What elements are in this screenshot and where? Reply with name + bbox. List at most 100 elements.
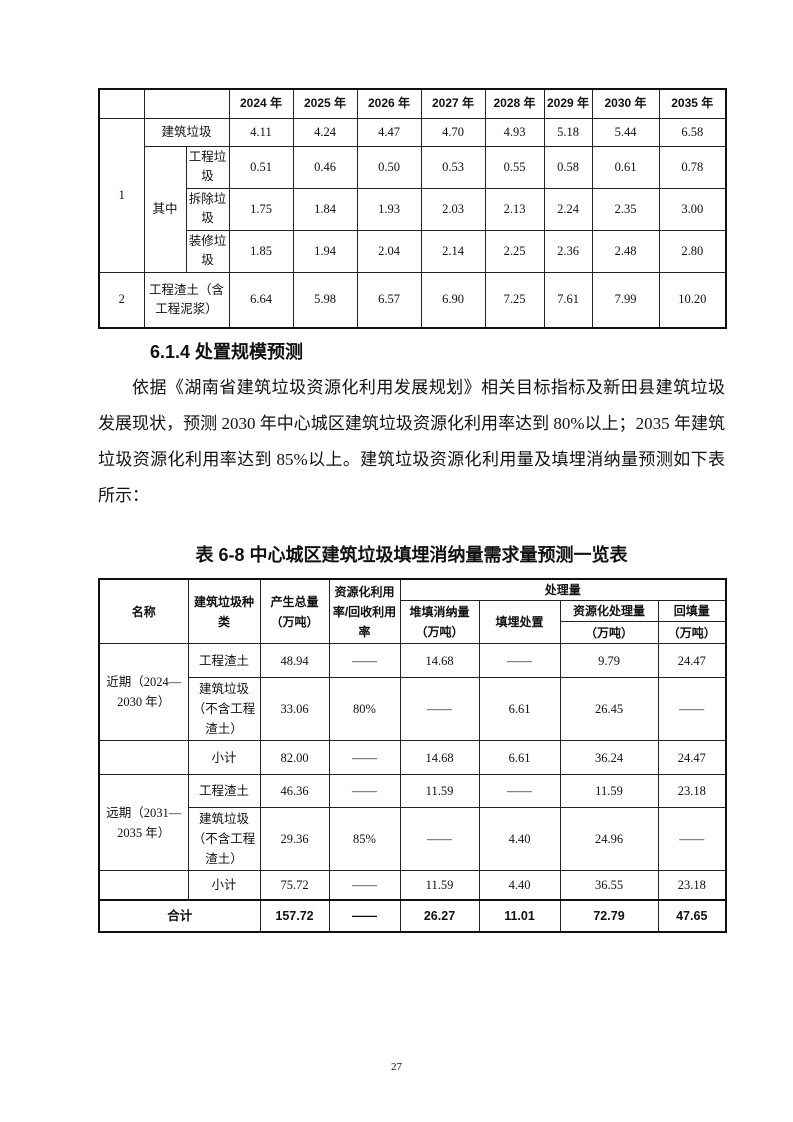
- table-row: 装修垃圾 1.85 1.94 2.04 2.14 2.25 2.36 2.48 2.80: [99, 229, 727, 273]
- table-row: 2 工程渣土（含工程泥浆） 6.64 5.98 6.57 6.90 7.25 7.61 7.…: [98, 271, 727, 329]
- year-header: 2028 年: [484, 88, 545, 119]
- value-cell: ——: [399, 807, 480, 871]
- waste-forecast-table: 2024 年 2025 年 2026 年 2027 年 2028 年 2029 …: [98, 88, 727, 329]
- value-cell: 82.00: [259, 740, 330, 775]
- table-row: 近期（2024—2030 年） 工程渣土 48.94 —— 14.68 —— 9.79 2…: [98, 643, 727, 741]
- value-cell: ——: [328, 870, 401, 900]
- value-cell: 26.45: [559, 677, 659, 741]
- value-cell: ——: [328, 643, 401, 678]
- value-cell: 2.80: [658, 229, 727, 273]
- value-cell: 23.18: [657, 870, 727, 900]
- value-cell: 2.13: [484, 187, 545, 231]
- value-cell: 11.01: [478, 898, 561, 932]
- period-label: 近期（2024—2030 年）: [98, 643, 189, 741]
- value-cell: 24.47: [657, 740, 727, 775]
- value-cell: 14.68: [399, 643, 480, 678]
- value-cell: 9.79: [559, 643, 659, 678]
- table-row: 拆除垃圾 1.75 1.84 1.93 2.03 2.13 2.24 2.35 3.00: [99, 187, 727, 231]
- landfill-demand-table: 名称 建筑垃圾种类 产生总量（万吨） 资源化利用率/回收利用率 处理量 堆填消纳…: [98, 578, 728, 933]
- value-cell: 23.18: [657, 774, 727, 808]
- table-row: 1 建筑垃圾 4.11 4.24 4.47 4.70 4.93 5.18 5.44 6.58: [98, 117, 727, 273]
- table-row: 小计 82.00 —— 14.68 6.61 36.24 24.47: [98, 740, 727, 775]
- value-cell: 75.72: [259, 870, 330, 900]
- value-cell: 4.40: [478, 870, 561, 900]
- value-cell: 1.85: [228, 229, 294, 273]
- value-cell: 1.93: [356, 187, 422, 231]
- value-cell: 0.55: [484, 145, 545, 189]
- header-name: 名称: [98, 578, 189, 644]
- value-cell: 24.47: [657, 643, 727, 678]
- value-cell: 157.72: [259, 898, 330, 932]
- value-cell: 26.27: [399, 898, 480, 932]
- type-label: 工程渣土: [187, 774, 261, 808]
- value-cell: ——: [328, 774, 401, 808]
- empty-cell: [98, 870, 189, 900]
- value-cell: 0.61: [591, 145, 660, 189]
- row-number: 1: [98, 117, 145, 273]
- value-cell: ——: [399, 677, 480, 741]
- value-cell: 24.96: [559, 807, 659, 871]
- value-cell: 2.24: [543, 187, 593, 231]
- table-row: 其中 工程垃圾 0.51 0.46 0.50 0.53 0.55 0.58 0.61 0.78: [99, 145, 727, 273]
- row-number: 2: [98, 271, 145, 329]
- header-landfill: 填埋处置: [478, 600, 561, 644]
- value-cell: 6.61: [478, 677, 561, 741]
- value-cell: 4.24: [292, 117, 358, 147]
- type-label: 建筑垃圾（不含工程渣土）: [187, 807, 261, 871]
- value-cell: 3.00: [658, 187, 727, 231]
- header-landfill-absorb: 堆填消纳量（万吨）: [399, 600, 480, 644]
- value-cell: 6.58: [658, 117, 727, 147]
- value-cell: 7.99: [591, 271, 660, 329]
- value-cell: 0.50: [356, 145, 422, 189]
- header-recycle: 资源化处理量: [559, 600, 659, 622]
- value-cell: ——: [657, 807, 727, 871]
- row-label: 工程渣土（含工程泥浆）: [143, 271, 230, 329]
- value-cell: 6.57: [356, 271, 422, 329]
- value-cell: 2.35: [591, 187, 660, 231]
- year-header: 2025 年: [292, 88, 358, 119]
- row-label: 建筑垃圾: [143, 117, 230, 147]
- year-header: 2024 年: [228, 88, 294, 119]
- value-cell: 0.78: [658, 145, 727, 189]
- value-cell: 2.48: [591, 229, 660, 273]
- table-row: 小计 75.72 —— 11.59 4.40 36.55 23.18: [98, 870, 727, 900]
- value-cell: 47.65: [657, 898, 727, 932]
- value-cell: 4.40: [478, 807, 561, 871]
- value-cell: 10.20: [658, 271, 727, 329]
- page-number: 27: [391, 1061, 402, 1073]
- row-label: 装修垃圾: [185, 229, 230, 273]
- row-label: 工程垃圾: [185, 145, 230, 189]
- body-paragraph: 依据《湖南省建筑垃圾资源化利用发展规划》相关目标指标及新田县建筑垃圾发展现状，预…: [98, 378, 725, 505]
- value-cell: 72.79: [559, 898, 659, 932]
- value-cell: 48.94: [259, 643, 330, 678]
- value-cell: 0.58: [543, 145, 593, 189]
- year-header: 2026 年: [356, 88, 422, 119]
- value-cell: ——: [478, 774, 561, 808]
- table-caption: 表 6-8 中心城区建筑垃圾填埋消纳量需求量预测一览表: [195, 545, 628, 565]
- value-cell: 6.64: [228, 271, 294, 329]
- value-cell: 6.61: [478, 740, 561, 775]
- value-cell: 1.75: [228, 187, 294, 231]
- type-label: 工程渣土: [187, 643, 261, 678]
- value-cell: ——: [657, 677, 727, 741]
- value-cell: 14.68: [399, 740, 480, 775]
- value-cell: 1.84: [292, 187, 358, 231]
- header-row: 堆填消纳量（万吨） 填埋处置 资源化处理量 回填量: [99, 600, 727, 644]
- value-cell: 1.94: [292, 229, 358, 273]
- year-header: 2035 年: [658, 88, 727, 119]
- header-row: （万吨） （万吨）: [99, 621, 727, 644]
- section-heading: 6.1.4 处置规模预测: [150, 342, 304, 362]
- value-cell: 4.70: [420, 117, 486, 147]
- type-label: 小计: [187, 740, 261, 775]
- value-cell: 46.36: [259, 774, 330, 808]
- value-cell: 0.51: [228, 145, 294, 189]
- value-cell: 11.59: [559, 774, 659, 808]
- row-label: 拆除垃圾: [185, 187, 230, 231]
- group-label: 其中: [143, 145, 187, 273]
- value-cell: 80%: [328, 677, 401, 741]
- value-cell: 33.06: [259, 677, 330, 741]
- value-cell: 29.36: [259, 807, 330, 871]
- value-cell: 36.55: [559, 870, 659, 900]
- period-label: 远期（2031—2035 年）: [98, 774, 189, 871]
- header-row: 2024 年 2025 年 2026 年 2027 年 2028 年 2029 …: [98, 88, 727, 119]
